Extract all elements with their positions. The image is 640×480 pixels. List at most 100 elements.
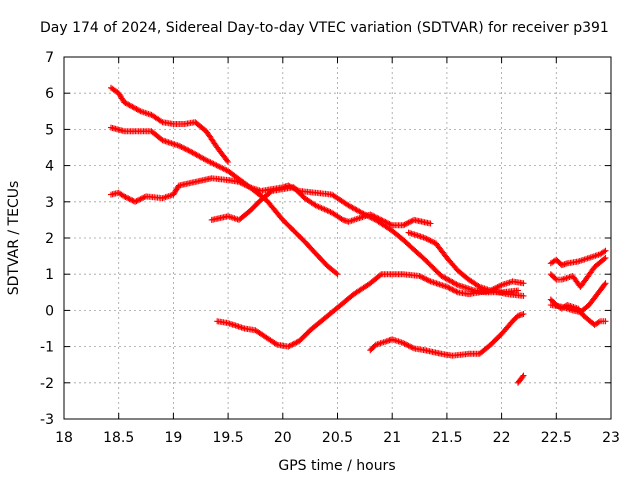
data-point — [324, 207, 331, 214]
data-point — [386, 221, 393, 227]
data-point — [290, 340, 297, 347]
data-point — [602, 318, 609, 325]
x-tick-label: 18.5 — [103, 430, 134, 446]
data-point — [426, 237, 433, 243]
series-track-8 — [515, 372, 527, 386]
series-track-10 — [547, 254, 609, 290]
x-tick-labels: 18 18.5 19 19.5 20 20.5 21 21.5 22 22.5 23 — [55, 430, 620, 446]
data-point — [520, 280, 527, 287]
series-track-3 — [108, 175, 521, 296]
data-point — [402, 341, 409, 348]
data-point — [404, 342, 411, 348]
data-point — [238, 180, 245, 187]
data-point — [368, 212, 375, 219]
data-point — [426, 277, 433, 284]
data-point — [430, 239, 437, 246]
data-point — [383, 219, 390, 226]
data-point — [424, 236, 431, 243]
x-tick-label: 21.5 — [431, 430, 462, 446]
data-point — [286, 342, 293, 349]
data-point — [178, 144, 185, 150]
data-point — [241, 181, 248, 188]
data-point — [422, 275, 428, 282]
y-tick-label: 2 — [45, 231, 54, 247]
data-point — [448, 285, 454, 292]
chart-title: Day 174 of 2024, Sidereal Day-to-day VTE… — [40, 20, 609, 36]
data-point — [137, 196, 144, 203]
data-point — [408, 218, 415, 225]
data-point — [370, 212, 377, 219]
data-point — [182, 146, 189, 153]
data-point — [293, 339, 300, 346]
data-point — [224, 157, 231, 164]
data-point — [428, 238, 435, 245]
data-point — [180, 144, 186, 151]
data-point — [387, 221, 394, 228]
y-tick-label: 5 — [45, 122, 54, 138]
data-point — [209, 160, 216, 167]
y-tick-label: 7 — [45, 50, 54, 66]
data-point — [400, 340, 407, 346]
data-point — [267, 188, 274, 195]
data-point — [401, 340, 408, 347]
data-point — [445, 284, 452, 291]
x-tick-label: 23 — [602, 430, 620, 446]
data-point — [423, 276, 430, 283]
data-point — [453, 288, 460, 295]
data-point — [134, 197, 141, 204]
data-point — [242, 182, 249, 189]
data-point — [401, 221, 408, 228]
data-point — [273, 340, 279, 347]
data-point — [409, 344, 416, 351]
data-point — [424, 277, 431, 284]
data-point — [288, 342, 294, 349]
data-point — [123, 194, 130, 201]
data-point — [121, 193, 128, 200]
y-tick-label: 3 — [45, 195, 54, 211]
data-point — [333, 270, 340, 277]
data-point — [495, 283, 502, 290]
data-point — [420, 275, 427, 281]
data-point — [245, 183, 252, 190]
data-point — [450, 287, 457, 294]
series-track-2 — [108, 124, 341, 278]
data-point — [407, 343, 413, 350]
data-point — [595, 319, 602, 326]
data-point — [379, 217, 386, 224]
data-point — [285, 343, 292, 350]
x-tick-label: 20 — [274, 430, 292, 446]
y-tick-labels: -3 -2 -1 0 1 2 3 4 5 6 7 — [40, 50, 54, 428]
data-point — [214, 163, 221, 169]
data-point — [520, 292, 527, 299]
data-point — [129, 197, 136, 204]
data-point — [382, 218, 389, 225]
data-point — [376, 216, 383, 223]
data-point — [338, 216, 345, 222]
data-series — [108, 84, 609, 386]
data-point — [367, 211, 374, 218]
x-tick-label: 22.5 — [541, 430, 572, 446]
series-track-1 — [108, 84, 232, 165]
data-point — [515, 287, 521, 294]
data-point — [240, 180, 247, 187]
data-point — [372, 214, 379, 221]
data-point — [601, 248, 608, 255]
data-point — [158, 118, 165, 125]
data-point — [497, 282, 504, 289]
y-tick-label: -1 — [40, 340, 54, 356]
data-point — [519, 373, 526, 380]
y-tick-label: -2 — [40, 376, 54, 392]
data-point — [133, 198, 140, 205]
data-point — [402, 221, 409, 227]
data-point — [405, 219, 412, 226]
x-tick-label: 20.5 — [322, 430, 353, 446]
data-point — [400, 222, 407, 229]
data-point — [204, 157, 211, 164]
data-point — [408, 344, 415, 351]
data-point — [446, 285, 453, 292]
data-point — [375, 215, 382, 222]
y-tick-label: 6 — [45, 86, 54, 102]
data-point — [140, 194, 147, 201]
x-tick-label: 22 — [493, 430, 511, 446]
y-tick-label: 0 — [45, 303, 54, 319]
